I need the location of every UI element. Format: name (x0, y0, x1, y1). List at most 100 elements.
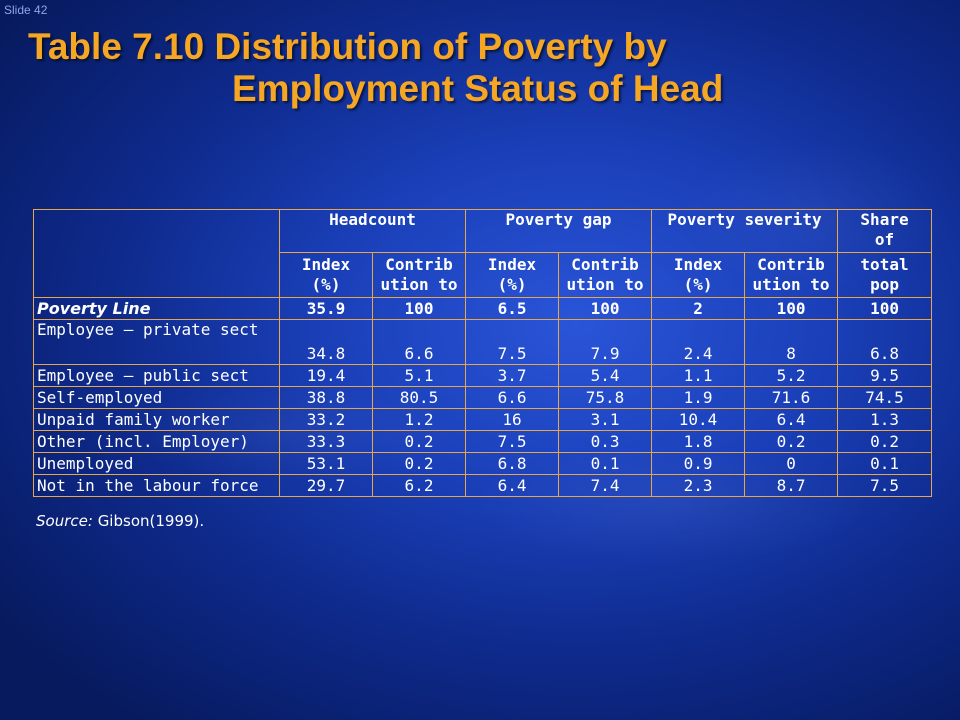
table-cell: 5.4 (558, 364, 653, 387)
sub-header-contrib: Contrib ution to (744, 252, 839, 298)
table-cell: 1.2 (371, 408, 467, 431)
index-label: Index (301, 255, 351, 274)
table-cell: 0.3 (558, 430, 653, 453)
table-cell: 71.6 (744, 386, 839, 409)
header-poverty-gap: Poverty gap (465, 209, 653, 253)
table-cell: 6.8 (837, 319, 933, 365)
table-header-row-1: Headcount Poverty gap Poverty severity S… (33, 209, 933, 298)
title-line-1: Table 7.10 Distribution of Poverty by (28, 26, 667, 67)
table-cell: 2 (651, 297, 746, 320)
contrib-label-cont: ution to (380, 275, 458, 294)
contrib-label: Contrib (571, 255, 639, 274)
table-cell: 7.5 (465, 430, 560, 453)
share-line-3: total (860, 255, 909, 274)
index-unit: (%) (497, 275, 527, 294)
share-line-1: Share (860, 210, 909, 230)
table-cell: 0.2 (744, 430, 839, 453)
table-cell: 0.2 (837, 430, 933, 453)
index-label: Index (487, 255, 537, 274)
table-row: Employee – public sect 19.4 5.1 3.7 5.4 … (33, 364, 933, 387)
table-cell: 0.2 (371, 452, 467, 475)
table-row: Self-employed 38.8 80.5 6.6 75.8 1.9 71.… (33, 386, 933, 409)
index-unit: (%) (311, 275, 341, 294)
table-cell: 3.1 (558, 408, 653, 431)
table-cell: 19.4 (279, 364, 373, 387)
table-cell: 74.5 (837, 386, 933, 409)
table-row: Employee – private sect 34.8 6.6 7.5 7.9… (33, 319, 933, 365)
table-cell: 6.4 (465, 474, 560, 497)
table-cell: 75.8 (558, 386, 653, 409)
contrib-label: Contrib (385, 255, 453, 274)
table-cell: 0.1 (558, 452, 653, 475)
header-headcount: Headcount (278, 209, 467, 253)
table-cell: 6.8 (465, 452, 560, 475)
table-cell: 5.1 (371, 364, 467, 387)
table-cell: 33.3 (279, 430, 373, 453)
sub-header-index: Index (%) (465, 252, 560, 298)
table-cell: 0.2 (371, 430, 467, 453)
table-cell: 1.3 (837, 408, 933, 431)
header-share-top: Share of (837, 209, 933, 253)
table-cell: 38.8 (279, 386, 373, 409)
source-label: Source: (36, 512, 93, 530)
corner-cell (33, 209, 280, 298)
poverty-table: Headcount Poverty gap Poverty severity S… (33, 209, 933, 497)
table-cell: 100 (371, 297, 467, 320)
sub-header-index: Index (%) (651, 252, 746, 298)
sub-header-contrib: Contrib ution to (371, 252, 467, 298)
table-cell: 8 (744, 319, 839, 365)
header-poverty-severity: Poverty severity (651, 209, 839, 253)
index-label: Index (673, 255, 723, 274)
table-cell: 34.8 (279, 319, 373, 365)
table-cell: 6.6 (371, 319, 467, 365)
row-label: Self-employed (33, 386, 280, 409)
table-cell: 1.9 (651, 386, 746, 409)
table-row: Unemployed 53.1 0.2 6.8 0.1 0.9 0 0.1 (33, 452, 933, 475)
table-cell: 0.9 (651, 452, 746, 475)
sub-header-index: Index (%) (279, 252, 373, 298)
share-line-2: of (874, 230, 895, 249)
table-cell: 6.6 (465, 386, 560, 409)
share-line-4: pop (870, 275, 899, 294)
source-note: Source: Gibson(1999). (36, 512, 204, 530)
contrib-label: Contrib (757, 255, 825, 274)
row-label: Other (incl. Employer) (33, 430, 280, 453)
contrib-label-cont: ution to (752, 275, 830, 294)
table-header-row-2: Index (%) Contrib ution to Index (%) Contri… (34, 252, 933, 298)
table-cell: 1.1 (651, 364, 746, 387)
row-label: Employee – public sect (33, 364, 280, 387)
table-cell: 0 (744, 452, 839, 475)
table-cell: 29.7 (279, 474, 373, 497)
table-cell: 2.3 (651, 474, 746, 497)
table-cell: 5.2 (744, 364, 839, 387)
table-cell: 1.8 (651, 430, 746, 453)
table-cell: 2.4 (651, 319, 746, 365)
table-cell: 100 (744, 297, 839, 320)
table-cell: 6.2 (371, 474, 467, 497)
table-cell: 7.5 (465, 319, 560, 365)
table-cell: 16 (465, 408, 560, 431)
table-cell: 7.4 (558, 474, 653, 497)
table-cell: 7.9 (558, 319, 653, 365)
table-cell: 9.5 (837, 364, 933, 387)
table-row: Not in the labour force 29.7 6.2 6.4 7.4… (33, 474, 933, 497)
table-cell: 7.5 (837, 474, 933, 497)
table-cell: 6.4 (744, 408, 839, 431)
table-row-poverty-line: Poverty Line 35.9 100 6.5 100 2 100 100 (33, 297, 933, 320)
row-label: Poverty Line (33, 297, 280, 320)
table-cell: 35.9 (279, 297, 373, 320)
table-cell: 53.1 (279, 452, 373, 475)
table-row: Unpaid family worker 33.2 1.2 16 3.1 10.… (33, 408, 933, 431)
index-unit: (%) (683, 275, 713, 294)
table-row: Other (incl. Employer) 33.3 0.2 7.5 0.3 … (33, 430, 933, 453)
row-label: Unemployed (33, 452, 280, 475)
sub-header-contrib: Contrib ution to (558, 252, 653, 298)
table-cell: 80.5 (371, 386, 467, 409)
header-share-bottom: total pop (837, 252, 933, 298)
row-label: Not in the labour force (33, 474, 280, 497)
table-cell: 100 (558, 297, 653, 320)
table-cell: 100 (837, 297, 933, 320)
table-cell: 10.4 (651, 408, 746, 431)
contrib-label-cont: ution to (566, 275, 644, 294)
table-cell: 33.2 (279, 408, 373, 431)
